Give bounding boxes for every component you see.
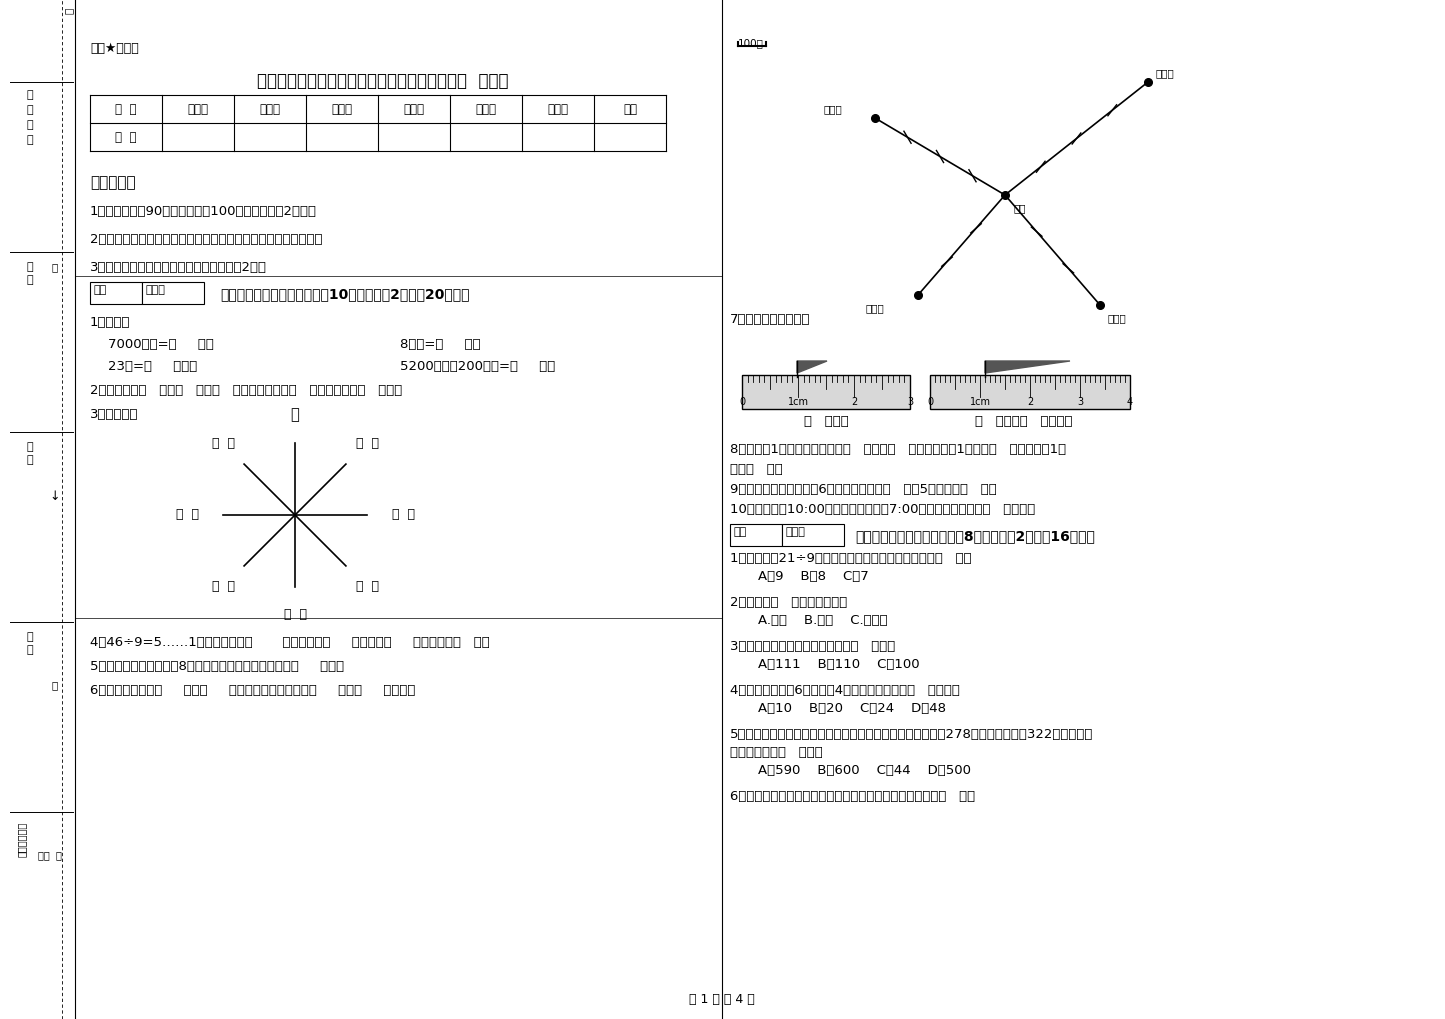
Text: 二、反复比较，慎重选择（共8小题，每题2分，共16分）。: 二、反复比较，慎重选择（共8小题，每题2分，共16分）。 [855, 529, 1095, 543]
Text: （   ）厘米（   ）毫米。: （ ）厘米（ ）毫米。 [975, 415, 1072, 428]
Text: 班: 班 [26, 442, 33, 452]
Text: A.一定    B.可能    C.不可能: A.一定 B.可能 C.不可能 [759, 614, 887, 627]
Text: 0: 0 [926, 397, 933, 407]
Text: 乡镇  组: 乡镇 组 [38, 850, 62, 860]
Text: 考试须知：: 考试须知： [90, 175, 136, 190]
Bar [142, 282, 204, 304]
Text: ↓: ↓ [49, 490, 61, 503]
Text: 北: 北 [290, 408, 299, 423]
Text: 江西省重点小学三年级数学下学期过关检测试卷  附解析: 江西省重点小学三年级数学下学期过关检测试卷 附解析 [257, 72, 509, 90]
Text: 计算题: 计算题 [403, 103, 425, 116]
Text: 号: 号 [26, 135, 33, 145]
Text: 23吨=（     ）千克: 23吨=（ ）千克 [108, 360, 198, 373]
Text: 得分: 得分 [94, 285, 107, 294]
Text: 证: 证 [26, 120, 33, 130]
Text: 应用题: 应用题 [548, 103, 568, 116]
Text: 2: 2 [851, 397, 857, 407]
Text: 1、换算。: 1、换算。 [90, 316, 130, 329]
Text: 准: 准 [52, 262, 58, 272]
Text: A、111    B、110    C、100: A、111 B、110 C、100 [759, 658, 919, 671]
Text: 4: 4 [1127, 397, 1133, 407]
Text: 4、一个长方形长6厘米，宽4厘米，它的周长是（   ）厘米。: 4、一个长方形长6厘米，宽4厘米，它的周长是（ ）厘米。 [730, 684, 959, 697]
Text: 级: 级 [26, 455, 33, 465]
Text: 考: 考 [26, 105, 33, 115]
Bar [90, 282, 142, 304]
Text: 3: 3 [907, 397, 913, 407]
Text: 第 1 页 共 4 页: 第 1 页 共 4 页 [689, 993, 754, 1006]
Text: 小红家: 小红家 [824, 104, 842, 114]
Text: 绝密★启用前: 绝密★启用前 [90, 42, 139, 55]
Text: 评卷人: 评卷人 [786, 527, 806, 537]
Text: 综合题: 综合题 [475, 103, 497, 116]
Text: 得  分: 得 分 [116, 131, 137, 144]
Text: （  ）: （ ） [355, 581, 379, 593]
Text: 乡镇（街道）: 乡镇（街道） [17, 822, 27, 857]
Text: （  ）: （ ） [283, 608, 306, 622]
Bar [931, 375, 1130, 409]
Text: 1、考试时间：90分钟，满分为100分（含卷面分2分）。: 1、考试时间：90分钟，满分为100分（含卷面分2分）。 [90, 205, 316, 218]
Text: 8千克=（     ）克: 8千克=（ ）克 [400, 338, 481, 351]
Text: 4、46÷9=5……1中，被除数是（       ），除数是（     ），商是（     ），余数是（   ）。: 4、46÷9=5……1中，被除数是（ ），除数是（ ），商是（ ），余数是（ ）… [90, 636, 490, 649]
Text: A、10    B、20    C、24    D、48: A、10 B、20 C、24 D、48 [759, 702, 946, 715]
Bar [730, 524, 782, 546]
Text: 判断题: 判断题 [331, 103, 353, 116]
Text: 1cm: 1cm [788, 397, 809, 407]
Text: 题: 题 [64, 8, 74, 14]
Text: （  ）: （ ） [211, 581, 234, 593]
Bar [782, 524, 844, 546]
Text: 3、填一填。: 3、填一填。 [90, 408, 139, 421]
Text: 格是（   ）。: 格是（ ）。 [730, 463, 783, 476]
Text: A、590    B、600    C、44    D、500: A、590 B、600 C、44 D、500 [759, 764, 971, 777]
Text: 选择题: 选择题 [260, 103, 280, 116]
Text: 9、把一根绳子平均分成6份，每份是它的（   ），5份是它的（   ）。: 9、把一根绳子平均分成6份，每份是它的（ ），5份是它的（ ）。 [730, 483, 997, 496]
Text: 3: 3 [1077, 397, 1084, 407]
Text: 2、四边形（   ）平行四边形。: 2、四边形（ ）平行四边形。 [730, 596, 847, 609]
Text: （  ）: （ ） [392, 508, 415, 522]
Text: （  ）: （ ） [175, 508, 198, 522]
Text: 3、不要在试卷上乱写乱画，卷面不整洁扣2分。: 3、不要在试卷上乱写乱画，卷面不整洁扣2分。 [90, 261, 267, 274]
Text: 7、量出钉子的长度。: 7、量出钉子的长度。 [730, 313, 811, 326]
Text: （  ）: （ ） [211, 436, 234, 449]
Polygon shape [985, 361, 1069, 373]
Text: （   ）毫米: （ ）毫米 [803, 415, 848, 428]
Text: 总分: 总分 [623, 103, 637, 116]
Text: 8、分针走1小格，秒针正好走（   ），是（   ）秒。分针走1大格是（   ），时针走1大: 8、分针走1小格，秒针正好走（ ），是（ ）秒。分针走1大格是（ ），时针走1大 [730, 443, 1066, 455]
Text: 1cm: 1cm [970, 397, 990, 407]
Text: 2、你出生于（   ）年（   ）月（   ）日，那一年是（   ）年，全年有（   ）天。: 2、你出生于（ ）年（ ）月（ ）日，那一年是（ ）年，全年有（ ）天。 [90, 384, 402, 397]
Text: 校: 校 [26, 645, 33, 655]
Text: 2、请首先按要求在试卷的指定位置填写您的姓名、班级、学号。: 2、请首先按要求在试卷的指定位置填写您的姓名、班级、学号。 [90, 233, 322, 246]
Text: 7000千克=（     ）吨: 7000千克=（ ）吨 [108, 338, 214, 351]
Text: 学: 学 [26, 632, 33, 642]
Text: 题  号: 题 号 [116, 103, 137, 116]
Text: 评卷人: 评卷人 [146, 285, 166, 294]
Text: 得分: 得分 [734, 527, 747, 537]
Text: 准: 准 [26, 90, 33, 100]
Text: 小刚家: 小刚家 [1156, 68, 1175, 78]
Text: 100米: 100米 [738, 38, 764, 48]
Polygon shape [798, 361, 827, 373]
Text: A、9    B、8    C、7: A、9 B、8 C、7 [759, 570, 868, 583]
Text: 名: 名 [26, 275, 33, 285]
Text: 小丽家: 小丽家 [1108, 313, 1127, 323]
Text: 6、时针从上一个数字到相邻的下一个数字，经过的时间是（   ）。: 6、时针从上一个数字到相邻的下一个数字，经过的时间是（ ）。 [730, 790, 975, 803]
Text: 5、广州新电视塔是广州市目前最高的建筑，它比中信大厦高278米。中信大厦高322米，那么广: 5、广州新电视塔是广州市目前最高的建筑，它比中信大厦高278米。中信大厦高322… [730, 728, 1094, 741]
Text: 州新电视塔高（   ）米。: 州新电视塔高（ ）米。 [730, 746, 822, 759]
Text: 小明家: 小明家 [866, 303, 884, 313]
Text: 填空题: 填空题 [188, 103, 208, 116]
Text: （  ）: （ ） [355, 436, 379, 449]
Text: 0: 0 [738, 397, 746, 407]
Text: 姓: 姓 [26, 262, 33, 272]
Bar [741, 375, 910, 409]
Text: 3、最大的三位数比最大一位数的（   ）倍。: 3、最大的三位数比最大一位数的（ ）倍。 [730, 640, 896, 653]
Text: 6、小红家在学校（     ）方（     ）米处；小明家在学校（     ）方（     ）米处。: 6、小红家在学校（ ）方（ ）米处；小明家在学校（ ）方（ ）米处。 [90, 684, 415, 697]
Text: 2: 2 [1027, 397, 1033, 407]
Text: 一、用心思考，正确填空（共10小题，每题2分，共20分）。: 一、用心思考，正确填空（共10小题，每题2分，共20分）。 [220, 287, 470, 301]
Text: 5、小明从一楼到三楼用8秒，照这样他从一楼到五楼用（     ）秒。: 5、小明从一楼到三楼用8秒，照这样他从一楼到五楼用（ ）秒。 [90, 660, 344, 673]
Text: 1、要使「口21÷9」的数是三位数，「口」里只能填（   ）。: 1、要使「口21÷9」的数是三位数，「口」里只能填（ ）。 [730, 552, 971, 565]
Text: 学校: 学校 [1013, 203, 1026, 213]
Text: 线: 线 [52, 680, 58, 690]
Text: 5200千克－200千克=（     ）吨: 5200千克－200千克=（ ）吨 [400, 360, 555, 373]
Text: 10、小林晚上10:00睡觉，第二天早上7:00起床，他一共睡了（   ）小时。: 10、小林晚上10:00睡觉，第二天早上7:00起床，他一共睡了（ ）小时。 [730, 503, 1035, 516]
